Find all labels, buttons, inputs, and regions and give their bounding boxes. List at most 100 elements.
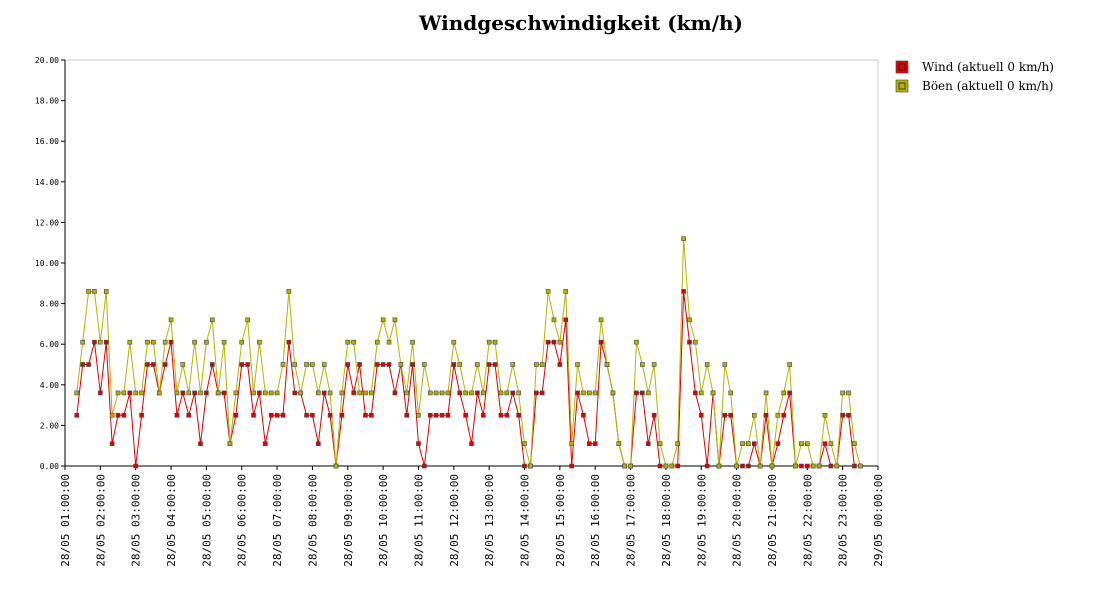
data-point (221, 339, 227, 345)
data-point (516, 390, 521, 396)
data-point (298, 390, 303, 396)
data-point (746, 441, 751, 446)
data-point (209, 317, 215, 323)
data-point (215, 390, 221, 396)
data-point (498, 412, 504, 418)
data-point (286, 289, 292, 294)
data-point (369, 412, 374, 418)
data-point (704, 362, 710, 367)
data-point (186, 412, 192, 418)
data-point (763, 412, 769, 418)
data-point (563, 289, 569, 294)
data-point (740, 441, 745, 446)
x-tick-label: 28/05 23:00:00 (837, 474, 850, 567)
data-point (751, 441, 757, 446)
data-point (151, 339, 156, 345)
data-point (145, 339, 150, 345)
data-point (634, 339, 639, 345)
x-tick-label: 28/05 20:00:00 (731, 474, 744, 567)
data-point (846, 412, 851, 418)
x-tick-label: 28/05 07:00:00 (271, 474, 284, 567)
data-point (663, 463, 669, 469)
data-point (251, 412, 256, 418)
data-point (534, 362, 539, 367)
x-tick-label: 28/05 21:00:00 (766, 474, 779, 567)
data-point (504, 390, 510, 396)
data-point (510, 362, 516, 367)
data-point (121, 412, 127, 418)
y-tick-label: 10.00 (35, 259, 59, 268)
data-point (799, 463, 804, 469)
data-point (775, 441, 781, 446)
x-tick-label: 28/05 12:00:00 (448, 474, 461, 567)
data-point (139, 390, 144, 396)
data-point (257, 339, 262, 345)
data-point (345, 362, 351, 367)
data-point (92, 339, 97, 345)
data-point (145, 362, 150, 367)
data-point (504, 412, 510, 418)
data-point (80, 362, 85, 367)
data-point (245, 362, 250, 367)
data-point (522, 463, 527, 469)
data-point (103, 289, 109, 294)
data-point (310, 362, 315, 367)
data-point (156, 390, 162, 396)
data-point (687, 317, 692, 323)
data-point (463, 390, 468, 396)
data-point (740, 463, 745, 469)
data-point (133, 463, 138, 469)
x-tick-label: 28/05 13:00:00 (483, 474, 496, 567)
x-tick-label: 28/05 06:00:00 (236, 474, 249, 567)
data-point (204, 390, 209, 396)
x-tick-label: 29/05 00:00:00 (872, 474, 885, 567)
data-point (386, 362, 392, 367)
data-point (557, 362, 563, 367)
data-point (127, 390, 133, 396)
data-point (180, 362, 186, 367)
data-point (598, 339, 604, 345)
data-point (681, 236, 686, 241)
data-point (457, 362, 463, 367)
data-point (433, 412, 439, 418)
data-point (439, 390, 445, 396)
data-point (675, 463, 680, 469)
data-point (816, 463, 822, 469)
data-point (416, 412, 421, 418)
data-point (233, 390, 239, 396)
data-point (616, 441, 622, 446)
x-tick-label: 28/05 14:00:00 (519, 474, 532, 567)
data-point (610, 390, 616, 396)
data-point (645, 441, 651, 446)
data-point (86, 289, 91, 294)
data-point (463, 412, 468, 418)
data-point (74, 390, 80, 396)
data-point (769, 463, 775, 469)
data-point (693, 390, 698, 396)
data-point (516, 412, 521, 418)
y-tick-label: 16.00 (35, 137, 59, 146)
x-tick-label: 28/05 02:00:00 (94, 474, 107, 567)
x-tick-label: 28/05 19:00:00 (695, 474, 708, 567)
y-tick-label: 8.00 (40, 300, 59, 309)
data-point (657, 463, 663, 469)
data-point (133, 390, 138, 396)
data-point (404, 412, 409, 418)
data-point (239, 362, 245, 367)
data-point (339, 390, 345, 396)
data-point (840, 390, 845, 396)
data-point (669, 463, 675, 469)
data-point (274, 390, 280, 396)
data-point (734, 463, 739, 469)
data-point (751, 412, 757, 418)
plot-frame (64, 59, 879, 467)
data-point (433, 390, 439, 396)
data-point (304, 412, 309, 418)
data-point (168, 339, 174, 345)
data-point (180, 390, 186, 396)
series-line (76, 238, 861, 467)
data-point (410, 362, 415, 367)
data-point (781, 390, 787, 396)
data-point (374, 362, 380, 367)
data-point (392, 317, 398, 323)
